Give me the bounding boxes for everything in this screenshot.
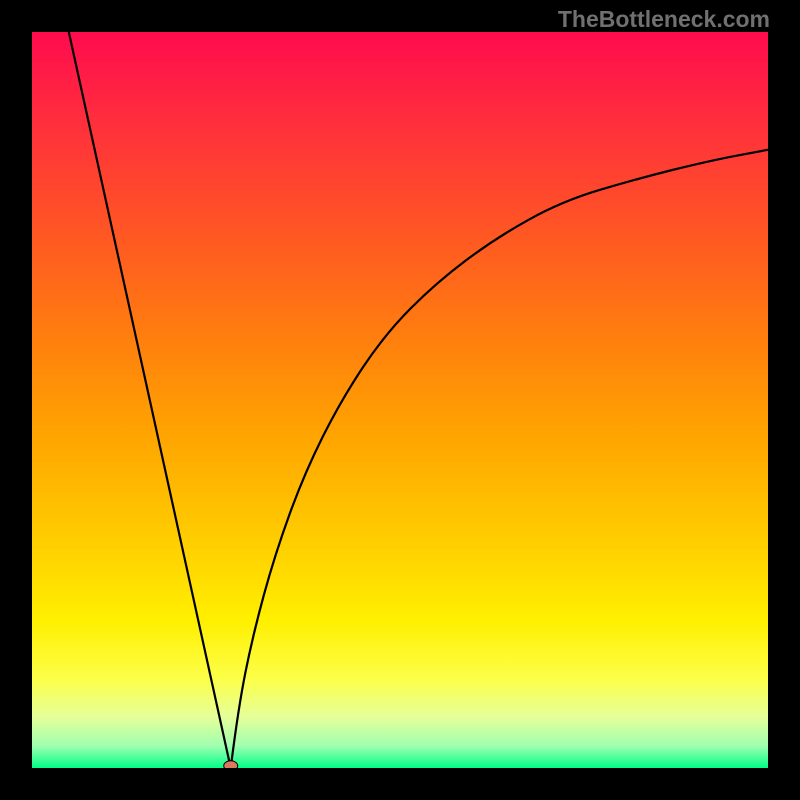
plot-area <box>32 32 768 768</box>
watermark-text: TheBottleneck.com <box>558 6 770 33</box>
chart-container: TheBottleneck.com <box>0 0 800 800</box>
gradient-background <box>32 32 768 768</box>
